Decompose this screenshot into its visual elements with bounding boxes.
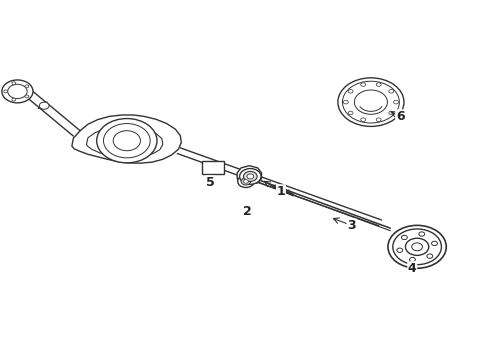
Text: 2: 2 — [242, 204, 251, 217]
Circle shape — [431, 241, 436, 246]
Circle shape — [246, 174, 253, 179]
Circle shape — [393, 100, 398, 104]
Circle shape — [375, 83, 380, 86]
Circle shape — [347, 111, 352, 115]
Circle shape — [25, 95, 29, 98]
Circle shape — [239, 168, 261, 184]
Text: 5: 5 — [205, 176, 214, 189]
Polygon shape — [237, 166, 261, 184]
Circle shape — [426, 254, 432, 258]
Circle shape — [388, 111, 393, 115]
Circle shape — [25, 85, 29, 88]
Circle shape — [39, 102, 49, 109]
Circle shape — [347, 90, 352, 93]
Circle shape — [405, 238, 428, 255]
Circle shape — [360, 83, 365, 86]
Text: 3: 3 — [346, 219, 355, 232]
Text: 6: 6 — [395, 110, 404, 123]
Circle shape — [4, 90, 8, 93]
Polygon shape — [72, 115, 181, 163]
Circle shape — [388, 90, 393, 93]
Circle shape — [243, 171, 257, 181]
Circle shape — [408, 257, 414, 262]
Circle shape — [2, 80, 33, 103]
Circle shape — [418, 232, 424, 236]
Circle shape — [375, 118, 380, 121]
Circle shape — [360, 118, 365, 121]
Polygon shape — [86, 126, 163, 158]
Circle shape — [243, 180, 248, 183]
Circle shape — [343, 100, 347, 104]
Circle shape — [241, 178, 250, 185]
FancyBboxPatch shape — [202, 161, 223, 174]
Circle shape — [12, 98, 16, 101]
Circle shape — [97, 118, 157, 163]
Circle shape — [401, 235, 407, 240]
Circle shape — [387, 225, 446, 268]
Circle shape — [396, 248, 402, 252]
Text: 4: 4 — [407, 262, 416, 275]
Text: 1: 1 — [276, 185, 285, 198]
Circle shape — [12, 82, 16, 85]
Circle shape — [113, 131, 140, 151]
Circle shape — [337, 78, 403, 126]
Circle shape — [237, 175, 254, 188]
